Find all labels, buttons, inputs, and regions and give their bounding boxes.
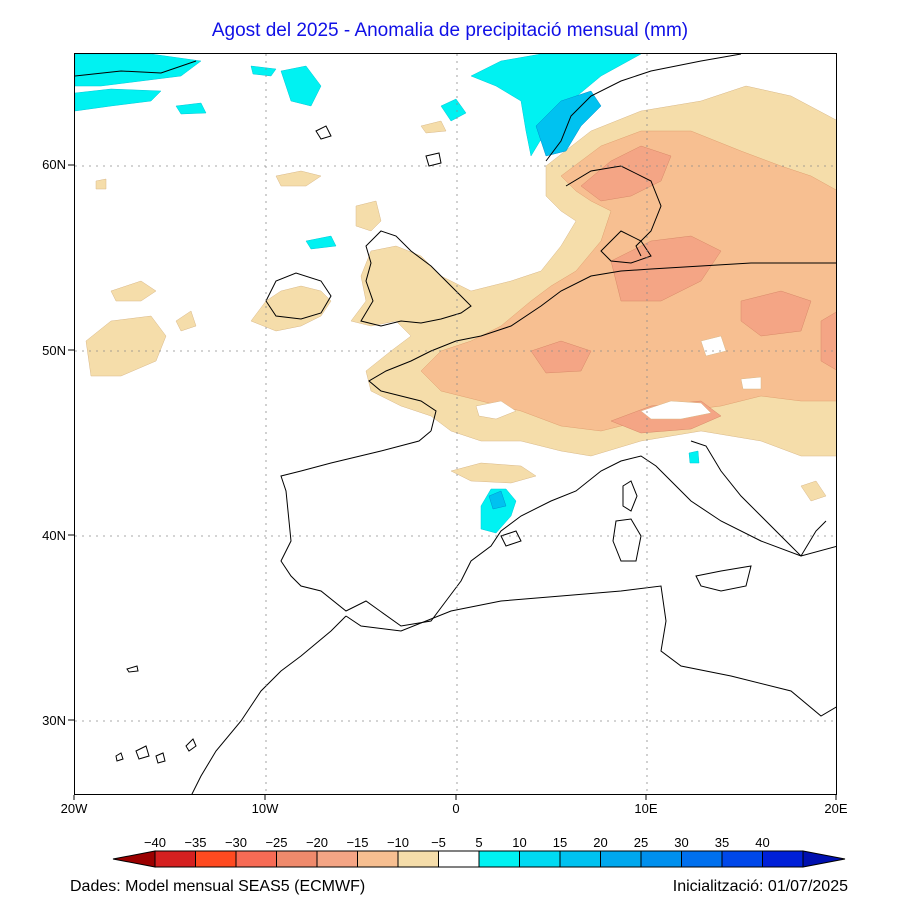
colorbar-cell — [397, 850, 439, 868]
colorbar-tick-label: −5 — [431, 835, 446, 850]
colorbar-cell — [640, 850, 682, 868]
lat-label-40n: 40N — [42, 528, 66, 543]
colorbar-tick-label: 35 — [714, 835, 730, 850]
anomaly-map — [75, 54, 836, 794]
colorbar-cell — [600, 850, 642, 868]
lat-label-30n: 30N — [42, 713, 66, 728]
colorbar-arrow-right — [802, 850, 846, 868]
colorbar-tick-label: −15 — [346, 835, 369, 850]
colorbar-tick-label: −25 — [265, 835, 288, 850]
colorbar-cell — [721, 850, 763, 868]
colorbar-tick-label: −20 — [305, 835, 329, 850]
colorbar-cell — [357, 850, 399, 868]
lon-label-10e: 10E — [634, 801, 658, 816]
colorbar-cell — [438, 850, 480, 868]
colorbar-cell — [276, 850, 318, 868]
colorbar-tick-label: 40 — [755, 835, 770, 850]
lon-label-10w: 10W — [251, 801, 279, 816]
lon-label-20w: 20W — [60, 801, 88, 816]
gridlines — [75, 54, 836, 794]
colorbar-tick-label: 15 — [552, 835, 568, 850]
colorbar-cell — [478, 850, 520, 868]
lat-label-60n: 60N — [42, 157, 66, 172]
colorbar-tick-label: −30 — [224, 835, 248, 850]
colorbar-tick-label: −35 — [184, 835, 207, 850]
map-panel — [74, 53, 837, 795]
colorbar-arrow-left — [112, 850, 156, 868]
colorbar-tick-label: −40 — [143, 835, 167, 850]
colorbar-cell — [681, 850, 723, 868]
colorbar-cell — [559, 850, 601, 868]
anomaly-wet-light — [75, 54, 700, 534]
data-source: Dades: Model mensual SEAS5 (ECMWF) — [70, 878, 366, 895]
colorbar-cell — [154, 850, 196, 868]
colorbar-cell — [762, 850, 804, 868]
colorbar-tick-label: 25 — [633, 835, 649, 850]
colorbar-tick-label: 20 — [593, 835, 608, 850]
colorbar-cell — [195, 850, 237, 868]
init-date: Inicialització: 01/07/2025 — [672, 878, 848, 895]
colorbar-tick-label: 10 — [512, 835, 527, 850]
colorbar-tick-label: 30 — [674, 835, 689, 850]
colorbar-cell — [316, 850, 358, 868]
lon-label-20e: 20E — [824, 801, 848, 816]
colorbar-cell — [519, 850, 561, 868]
lon-label-0: 0 — [452, 801, 460, 816]
lat-label-50n: 50N — [42, 343, 66, 358]
colorbar-cell — [235, 850, 277, 868]
colorbar-tick-label: −10 — [386, 835, 410, 850]
coastlines — [75, 54, 836, 794]
chart-title: Agost del 2025 - Anomalia de precipitaci… — [211, 20, 689, 41]
colorbar-tick-label: 5 — [475, 835, 483, 850]
